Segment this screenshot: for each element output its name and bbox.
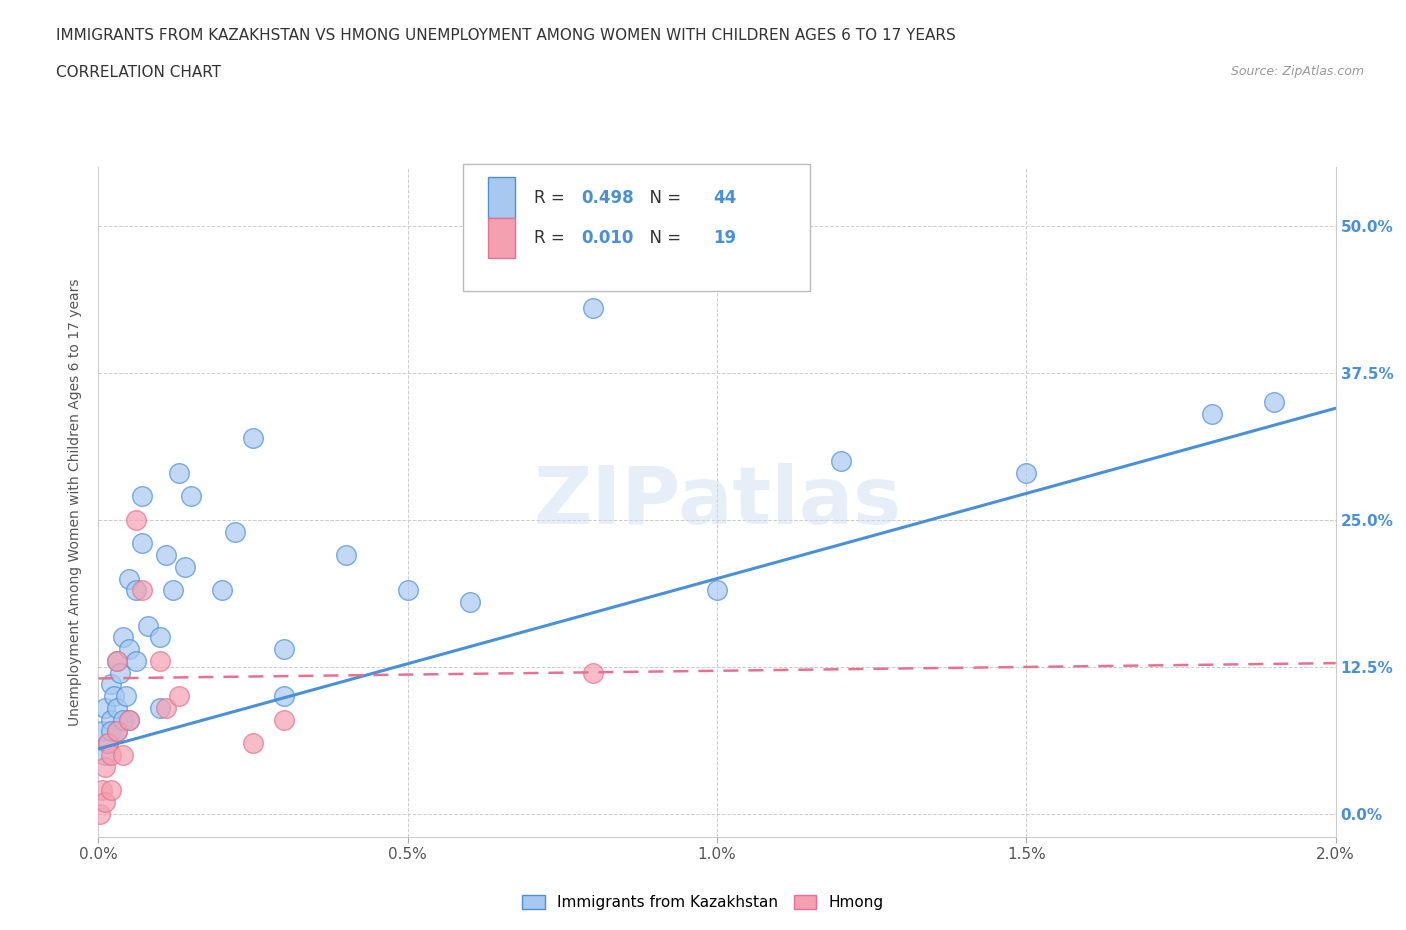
Point <box>105 724 128 738</box>
Point <box>211 583 233 598</box>
Point <box>149 654 172 669</box>
Text: IMMIGRANTS FROM KAZAKHSTAN VS HMONG UNEMPLOYMENT AMONG WOMEN WITH CHILDREN AGES : IMMIGRANTS FROM KAZAKHSTAN VS HMONG UNEM… <box>56 28 956 43</box>
Point <box>90 724 112 738</box>
Point <box>1015 465 1038 480</box>
Text: ZIPatlas: ZIPatlas <box>533 463 901 541</box>
Text: R =: R = <box>534 229 569 246</box>
Point <box>118 712 141 727</box>
Point <box>90 782 112 797</box>
Point <box>273 642 295 657</box>
Point <box>1263 395 1285 410</box>
Point <box>105 654 128 669</box>
Text: 44: 44 <box>713 189 737 206</box>
Point <box>242 431 264 445</box>
Point <box>112 630 135 644</box>
Point <box>273 688 295 703</box>
Text: 19: 19 <box>713 229 737 246</box>
Point <box>118 571 141 586</box>
Point <box>396 583 419 598</box>
Point <box>1201 406 1223 421</box>
FancyBboxPatch shape <box>464 164 810 291</box>
Point <box>273 712 295 727</box>
FancyBboxPatch shape <box>488 218 516 258</box>
Point <box>97 736 120 751</box>
Point <box>105 700 128 715</box>
Point <box>108 665 131 680</box>
Point <box>131 583 153 598</box>
Point <box>458 594 481 609</box>
Point <box>174 559 197 574</box>
Point <box>155 548 177 563</box>
Point <box>124 512 146 527</box>
Point <box>97 736 120 751</box>
Point <box>115 688 138 703</box>
Point <box>124 654 146 669</box>
Text: R =: R = <box>534 189 569 206</box>
Point <box>93 759 115 774</box>
Text: 0.010: 0.010 <box>581 229 633 246</box>
Point <box>100 748 122 763</box>
Point <box>118 642 141 657</box>
Text: N =: N = <box>640 189 686 206</box>
Point <box>582 665 605 680</box>
Point <box>131 489 153 504</box>
Point <box>103 688 125 703</box>
Point <box>124 583 146 598</box>
Text: Source: ZipAtlas.com: Source: ZipAtlas.com <box>1230 65 1364 78</box>
Point <box>242 736 264 751</box>
Point <box>89 806 111 821</box>
Point <box>105 654 128 669</box>
Point <box>335 548 357 563</box>
Point <box>582 301 605 316</box>
Point <box>162 583 184 598</box>
Text: N =: N = <box>640 229 686 246</box>
Point <box>180 489 202 504</box>
Point <box>112 712 135 727</box>
Point <box>100 782 122 797</box>
Point <box>100 712 122 727</box>
Text: 0.498: 0.498 <box>581 189 634 206</box>
Point <box>112 748 135 763</box>
Point <box>100 724 122 738</box>
Point <box>167 688 190 703</box>
Point <box>167 465 190 480</box>
Point <box>131 536 153 551</box>
Point <box>105 724 128 738</box>
Text: CORRELATION CHART: CORRELATION CHART <box>56 65 221 80</box>
Point <box>93 748 115 763</box>
Point <box>155 700 177 715</box>
Point <box>93 700 115 715</box>
Legend: Immigrants from Kazakhstan, Hmong: Immigrants from Kazakhstan, Hmong <box>515 887 891 918</box>
Point <box>93 794 115 809</box>
Point <box>149 630 172 644</box>
Point <box>136 618 159 633</box>
Point <box>706 583 728 598</box>
Point <box>100 677 122 692</box>
FancyBboxPatch shape <box>488 178 516 218</box>
Point <box>224 525 246 539</box>
Point <box>118 712 141 727</box>
Point <box>830 454 852 469</box>
Y-axis label: Unemployment Among Women with Children Ages 6 to 17 years: Unemployment Among Women with Children A… <box>69 278 83 726</box>
Point <box>149 700 172 715</box>
